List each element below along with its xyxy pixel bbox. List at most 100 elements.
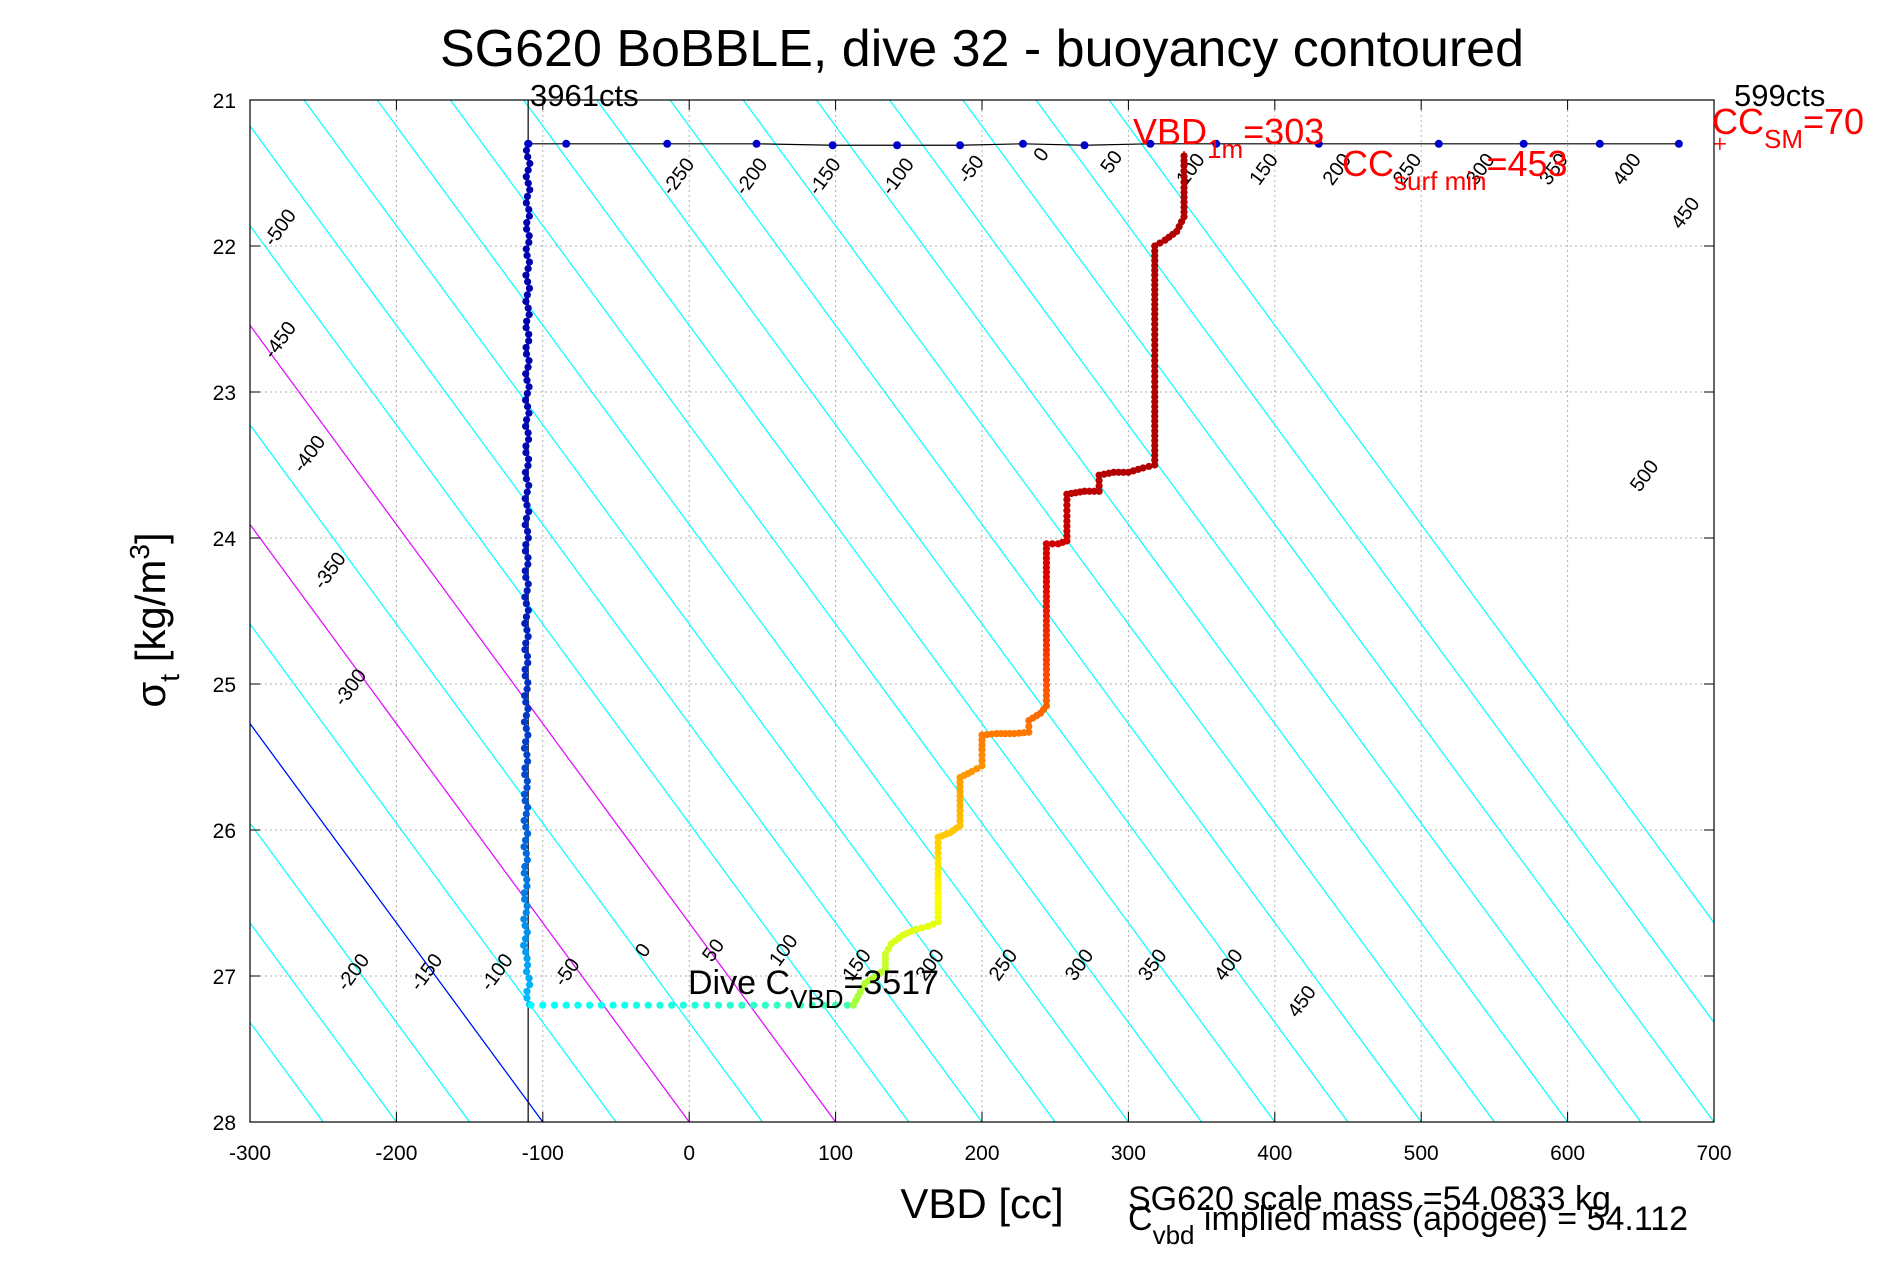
implied-mass-base: C	[1128, 1200, 1153, 1238]
descent-point	[520, 869, 528, 877]
descent-point	[523, 527, 532, 536]
ascent-point	[956, 802, 964, 810]
descent-point	[523, 626, 531, 634]
x-tick-label: 0	[683, 1142, 695, 1165]
descent-point	[523, 954, 531, 963]
x-tick-label: 100	[818, 1142, 853, 1165]
cyan-contour-line	[742, 100, 1495, 1122]
descent-point	[524, 731, 532, 739]
y-tick-label: 23	[213, 382, 236, 405]
ascent-point	[1180, 173, 1188, 181]
cyan-contour-line	[889, 100, 1642, 1122]
surface-point	[1080, 141, 1089, 150]
contour-label: -150	[804, 154, 845, 199]
bottom-point	[644, 1001, 652, 1009]
contour-label: -250	[658, 154, 699, 199]
descent-point	[522, 849, 530, 857]
descent-point	[523, 994, 531, 1002]
ascent-point	[934, 859, 942, 867]
cyan-contour-line	[1035, 100, 1714, 1024]
bottom-point	[656, 1001, 664, 1009]
cyan-contour-line	[962, 100, 1714, 1122]
x-tick-label: -300	[229, 1142, 271, 1165]
bottom-point	[796, 1001, 805, 1009]
ascent-point	[1095, 487, 1103, 495]
chart-title: SG620 BoBBLE, dive 32 - buoyancy contour…	[440, 20, 1524, 78]
ascent-point	[1042, 671, 1051, 679]
descent-point	[524, 435, 533, 444]
cyan-contour-line	[815, 100, 1569, 1122]
ascent-point	[918, 924, 926, 932]
ascent-point	[1151, 383, 1159, 391]
descent-point	[523, 192, 532, 200]
surface-point	[893, 141, 902, 150]
descent-point	[523, 501, 531, 509]
surface-point	[1018, 139, 1027, 148]
ascent-point	[1063, 501, 1071, 509]
ascent-point	[1063, 496, 1071, 504]
bottom-point	[668, 1001, 676, 1009]
contour-label: 0	[631, 940, 655, 962]
ascent-point	[1042, 697, 1051, 705]
contour-label: 50	[698, 935, 729, 966]
descent-point	[522, 422, 530, 430]
surface-point	[1519, 139, 1528, 148]
y-axis-label-close: ]	[127, 532, 174, 544]
cyan-contour-line	[250, 623, 617, 1122]
descent-point	[521, 836, 530, 844]
x-tick-label: 700	[1696, 1142, 1731, 1165]
ascent-point	[1042, 676, 1051, 684]
descent-point	[520, 816, 528, 825]
ascent-point	[1063, 522, 1071, 530]
ascent-point	[912, 925, 920, 933]
bottom-point	[703, 1001, 711, 1009]
ascent-point	[1151, 336, 1159, 344]
descent-point	[526, 159, 534, 168]
descent-point	[522, 343, 530, 352]
contour-label: 450	[1667, 193, 1704, 233]
cc-sm-label: CCSM=70	[1712, 101, 1864, 154]
descent-point	[521, 935, 530, 943]
cyan-contour-line	[250, 822, 471, 1122]
ascent-point	[956, 817, 964, 825]
descent-point	[523, 757, 532, 765]
dive-cvbd-value: =3517	[844, 964, 940, 1002]
descent-point	[521, 619, 529, 628]
scale-mass-label: SG620 scale mass =54.0833 kg	[1128, 1180, 1611, 1218]
descent-point	[523, 876, 531, 884]
descent-point	[523, 803, 532, 811]
ascent-point	[1042, 681, 1051, 689]
bottom-point	[632, 1001, 641, 1009]
descent-point	[524, 678, 532, 687]
descent-point	[524, 705, 532, 713]
descent-point	[523, 403, 532, 411]
descent-point	[525, 974, 533, 982]
descent-point	[524, 534, 532, 542]
descent-point	[525, 383, 533, 391]
vbd-1m-sub: 1m	[1207, 134, 1243, 164]
descent-point	[522, 370, 530, 378]
right-counts-label: 599cts	[1734, 78, 1825, 113]
bottom-point	[691, 1001, 699, 1009]
descent-point	[522, 245, 530, 253]
descent-point	[525, 238, 533, 246]
descent-point	[523, 784, 531, 792]
descent-point	[522, 540, 530, 549]
bottom-point	[597, 1001, 605, 1009]
descent-point	[524, 166, 532, 174]
y-axis-label-base: σ	[127, 682, 174, 708]
surface-point	[1595, 139, 1604, 148]
bottom-point	[562, 1001, 570, 1009]
descent-point	[524, 304, 532, 312]
ascent-point	[1139, 464, 1147, 472]
ascent-point	[1042, 686, 1051, 694]
descent-point	[523, 488, 531, 496]
descent-point	[522, 823, 530, 831]
ascent-point	[1151, 320, 1159, 328]
descent-point	[522, 297, 530, 306]
bottom-point	[761, 1001, 769, 1009]
x-tick-label: 600	[1550, 1142, 1585, 1165]
descent-point	[521, 922, 529, 930]
descent-point	[522, 948, 530, 956]
descent-point	[520, 718, 529, 726]
